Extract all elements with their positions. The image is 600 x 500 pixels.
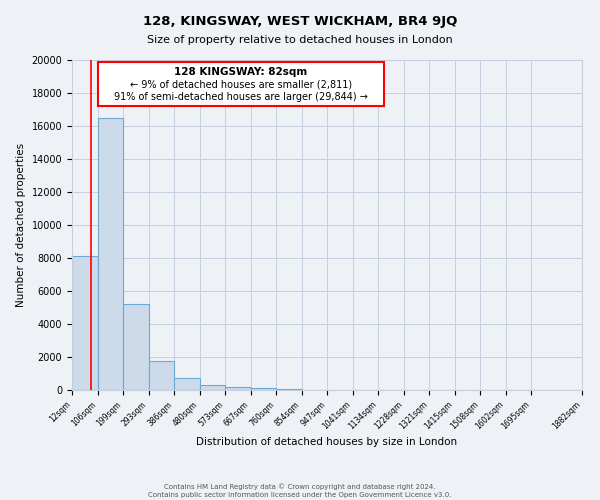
Bar [225,386,251,390]
Text: 128 KINGSWAY: 82sqm: 128 KINGSWAY: 82sqm [174,67,307,77]
Bar [123,304,149,390]
FancyBboxPatch shape [98,62,384,106]
Text: 91% of semi-detached houses are larger (29,844) →: 91% of semi-detached houses are larger (… [114,92,368,102]
Bar [251,388,276,390]
Text: 128, KINGSWAY, WEST WICKHAM, BR4 9JQ: 128, KINGSWAY, WEST WICKHAM, BR4 9JQ [143,15,457,28]
Bar [98,118,123,390]
X-axis label: Distribution of detached houses by size in London: Distribution of detached houses by size … [196,437,458,447]
Bar [200,385,225,390]
Text: Contains HM Land Registry data © Crown copyright and database right 2024.
Contai: Contains HM Land Registry data © Crown c… [148,484,452,498]
Bar [174,378,200,390]
Bar [276,389,302,390]
Y-axis label: Number of detached properties: Number of detached properties [16,143,26,307]
Text: ← 9% of detached houses are smaller (2,811): ← 9% of detached houses are smaller (2,8… [130,80,352,90]
Text: Size of property relative to detached houses in London: Size of property relative to detached ho… [147,35,453,45]
Bar [72,256,98,390]
Bar [149,361,174,390]
